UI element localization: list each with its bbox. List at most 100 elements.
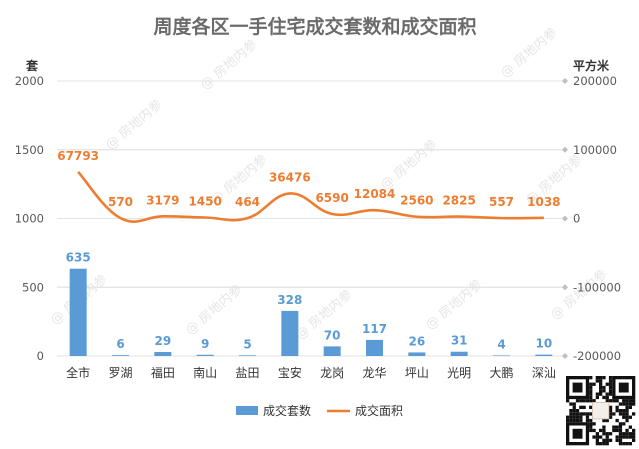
bar-data-label: 4 bbox=[497, 337, 505, 351]
line-data-label: 67793 bbox=[57, 149, 99, 163]
bar bbox=[450, 351, 468, 356]
qr-module bbox=[582, 412, 586, 416]
right-tick-label: 200000 bbox=[573, 74, 617, 88]
qr-module bbox=[615, 405, 619, 409]
qr-module bbox=[566, 399, 570, 403]
qr-module bbox=[595, 435, 599, 439]
qr-module bbox=[599, 389, 603, 393]
qr-module bbox=[625, 402, 629, 406]
qr-module bbox=[608, 438, 613, 442]
qr-module bbox=[589, 376, 593, 380]
qr-module bbox=[622, 415, 626, 419]
qr-module bbox=[625, 428, 629, 433]
bar bbox=[535, 354, 553, 356]
bar bbox=[366, 339, 383, 356]
qr-module bbox=[589, 385, 593, 390]
qr-module bbox=[569, 415, 573, 419]
bar-data-label: 9 bbox=[201, 337, 209, 351]
qr-module bbox=[579, 399, 583, 403]
qr-module bbox=[615, 425, 619, 429]
qr-module bbox=[622, 432, 626, 436]
qr-module bbox=[575, 415, 580, 419]
qr-module bbox=[582, 399, 586, 403]
category-label: 盐田 bbox=[235, 366, 259, 380]
qr-module bbox=[592, 399, 596, 403]
bar bbox=[323, 346, 341, 356]
qr-module bbox=[615, 399, 619, 403]
qr-module bbox=[608, 432, 613, 436]
qr-module bbox=[622, 435, 626, 439]
qr-module bbox=[618, 425, 623, 429]
qr-module bbox=[589, 428, 593, 433]
left-tick-label: 1500 bbox=[15, 143, 44, 157]
qr-module bbox=[608, 415, 613, 419]
qr-module bbox=[566, 415, 570, 419]
qr-module bbox=[605, 395, 609, 400]
left-tick-label: 500 bbox=[22, 280, 44, 294]
line-data-label: 2825 bbox=[442, 194, 475, 208]
qr-module bbox=[589, 395, 593, 400]
data-labels: 635 6 29 9 5 328 70 117 26 31 4 10 67793 570 3179 1450 4… bbox=[57, 149, 560, 352]
qr-module bbox=[622, 402, 626, 406]
line-data-label: 6590 bbox=[315, 191, 348, 205]
right-tick-label: -100000 bbox=[573, 280, 621, 294]
qr-module bbox=[622, 422, 626, 426]
qr-module bbox=[579, 415, 583, 419]
qr-module bbox=[632, 438, 636, 442]
qr-module bbox=[599, 442, 603, 446]
qr-module bbox=[575, 399, 580, 403]
qr-module bbox=[618, 428, 623, 433]
line-data-label: 1038 bbox=[527, 195, 560, 209]
qr-module bbox=[589, 418, 593, 423]
legend-bar-label: 成交套数 bbox=[263, 403, 311, 418]
qr-module bbox=[608, 412, 613, 416]
qr-module bbox=[602, 442, 606, 446]
line-data-label: 3179 bbox=[146, 193, 179, 207]
qr-module bbox=[605, 442, 609, 446]
qr-module bbox=[608, 389, 613, 393]
watermark-text: @ 房地内参 bbox=[497, 24, 560, 81]
chart-title: 周度各区一手住宅成交套数和成交面积 bbox=[153, 15, 476, 38]
bar-data-label: 635 bbox=[66, 251, 91, 265]
qr-module bbox=[622, 442, 626, 446]
qr-module bbox=[589, 389, 593, 393]
grid-marker bbox=[562, 146, 568, 153]
qr-module bbox=[625, 418, 629, 423]
qr-module bbox=[612, 425, 616, 429]
right-tick-label: 100000 bbox=[573, 143, 617, 157]
qr-module bbox=[602, 395, 606, 400]
qr-module bbox=[585, 415, 590, 419]
bar bbox=[112, 355, 129, 356]
qr-module bbox=[618, 422, 623, 426]
right-axis-unit: 平方米 bbox=[573, 58, 610, 73]
qr-module bbox=[569, 412, 573, 416]
qr-module bbox=[599, 382, 603, 386]
qr-module bbox=[608, 399, 613, 403]
qr-code-icon bbox=[564, 374, 638, 448]
qr-module bbox=[595, 379, 599, 383]
qr-module bbox=[625, 399, 629, 403]
qr-module bbox=[628, 415, 632, 419]
bar-data-label: 29 bbox=[154, 334, 171, 348]
qr-module bbox=[572, 402, 576, 406]
bar bbox=[196, 354, 214, 356]
category-label: 全市 bbox=[66, 365, 90, 380]
qr-module bbox=[625, 405, 629, 409]
line-data-label: 570 bbox=[108, 195, 133, 209]
qr-module bbox=[632, 402, 636, 406]
qr-module bbox=[602, 385, 606, 390]
qr-module bbox=[608, 392, 613, 396]
qr-module bbox=[575, 409, 580, 413]
left-axis-unit: 套 bbox=[25, 58, 39, 73]
grid-marker bbox=[562, 284, 568, 291]
category-label: 光明 bbox=[447, 366, 471, 380]
qr-module bbox=[628, 425, 632, 429]
bar-series bbox=[69, 268, 553, 357]
qr-module bbox=[625, 442, 629, 446]
watermark-layer: @ 房地内参 @ 房地内参 @ 房地内参 @ 房地内参 @ 房地内参 @ 房地内参 @ 房地… bbox=[47, 24, 610, 343]
qr-module bbox=[582, 405, 586, 409]
qr-logo bbox=[592, 401, 610, 420]
qr-module bbox=[572, 415, 576, 419]
